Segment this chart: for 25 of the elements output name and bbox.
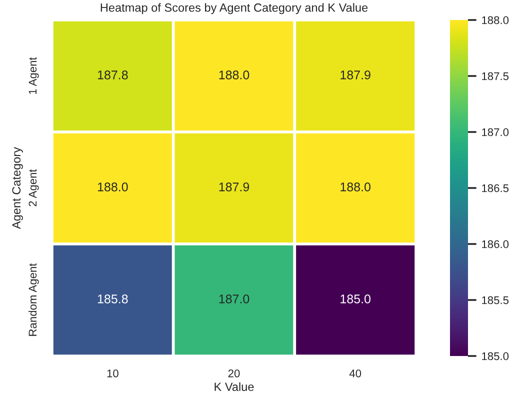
x-tick-label: 10 (107, 369, 118, 378)
data-label: 185.0 (340, 294, 370, 304)
x-tick-label: 40 (349, 369, 362, 378)
y-tick-label: 2 Agent (28, 169, 39, 206)
color-bar-label: 188.0 (482, 16, 509, 24)
x-tick-label: 20 (228, 369, 240, 378)
data-label: 187.0 (219, 294, 250, 304)
color-bar-label: 186.0 (482, 240, 509, 248)
data-label: 188.0 (98, 182, 128, 192)
data-label: 187.8 (98, 70, 128, 80)
color-bar-label: 187.5 (482, 72, 509, 80)
data-label: 187.9 (340, 70, 370, 80)
y-axis-title: Agent Category (12, 147, 23, 229)
color-bar-label: 187.0 (482, 128, 509, 136)
data-label: 188.0 (340, 182, 370, 192)
data-label: 185.8 (98, 294, 128, 304)
x-axis-title: K Value (214, 382, 254, 391)
data-label: 188.0 (219, 70, 250, 80)
y-tick-label: Random Agent (28, 263, 39, 336)
chart-title: Heatmap of Scores by Agent Category and K Value (100, 3, 368, 14)
y-tick-label: 1 Agent (28, 57, 39, 94)
color-bar-label: 186.5 (482, 184, 509, 192)
color-bar-label: 185.0 (482, 352, 509, 360)
data-label: 187.9 (219, 182, 250, 192)
color-bar-label: 185.5 (482, 296, 509, 304)
